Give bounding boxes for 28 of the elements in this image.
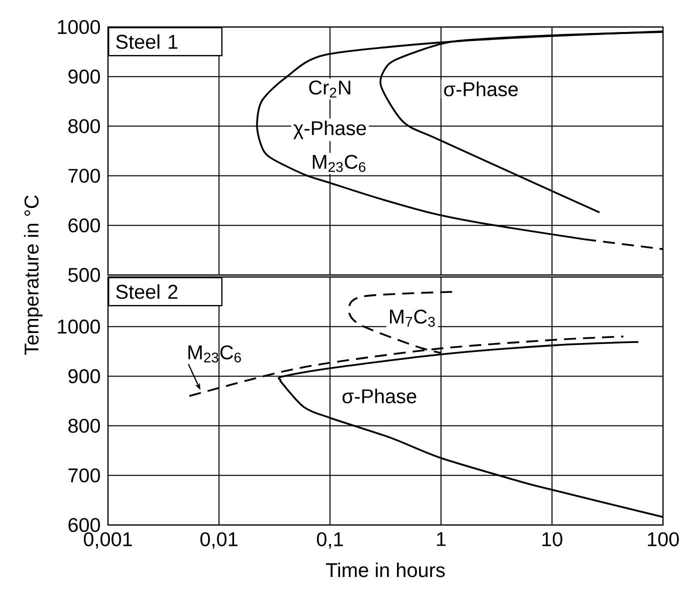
y-tick-label: 900: [68, 369, 100, 384]
annotation: χ-Phase: [293, 120, 366, 140]
y-tick-label: 600: [68, 218, 100, 232]
annotation: σ-Phase: [444, 82, 518, 96]
annotation: Steel 1: [116, 34, 178, 49]
x-tick-label: 100: [648, 532, 679, 546]
annotation: M$_{7}$C$_{3}$: [390, 310, 435, 327]
y-axis-title: Temperature in °C: [24, 195, 43, 355]
y-tick-label: 600: [68, 518, 100, 532]
y-tick-label: 1000: [58, 320, 100, 334]
annotation: M$_{23}$C$_{6}$: [188, 345, 241, 362]
annotation: Steel 2: [116, 284, 178, 299]
x-tick-label: 1: [436, 532, 446, 546]
annotation: M$_{23}$C$_{6}$: [312, 154, 366, 172]
y-tick-label: 700: [68, 468, 100, 482]
x-tick-label: 0,001: [84, 532, 132, 549]
y-tick-label: 700: [68, 168, 100, 183]
annotation: σ-Phase: [342, 388, 416, 404]
y-tick-label: 800: [68, 418, 100, 433]
x-tick-label: 0,1: [316, 532, 343, 549]
y-tick-label: 1000: [58, 20, 100, 34]
x-tick-label: 10: [542, 532, 562, 546]
y-tick-label: 800: [68, 119, 100, 134]
x-axis-title: Time in hours: [326, 562, 445, 578]
x-tick-label: 0,01: [200, 532, 238, 549]
annotation: Cr$_{2}$N: [309, 80, 350, 98]
y-tick-label: 500: [68, 268, 100, 282]
y-tick-label: 900: [68, 70, 100, 84]
